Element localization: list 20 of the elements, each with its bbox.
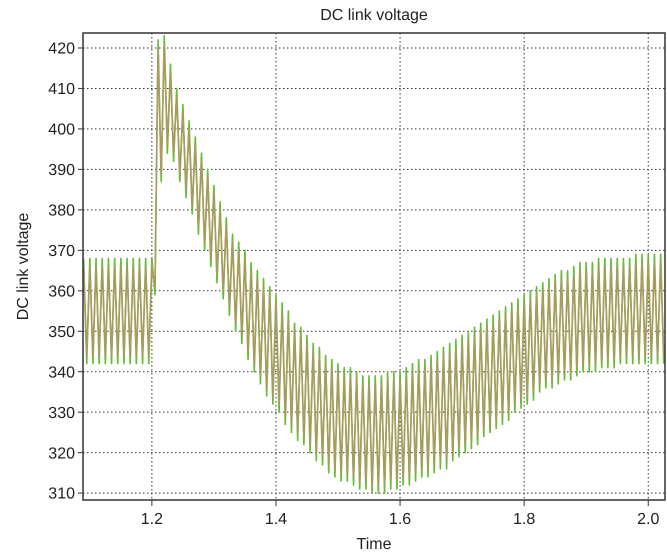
x-tick-label: 2.0 bbox=[637, 511, 660, 528]
y-tick-label: 310 bbox=[48, 486, 76, 503]
chart-title: DC link voltage bbox=[320, 7, 428, 24]
y-tick-label: 400 bbox=[48, 122, 76, 139]
y-tick-label: 320 bbox=[48, 445, 76, 462]
y-tick-label: 380 bbox=[48, 202, 76, 220]
y-tick-label: 350 bbox=[48, 324, 76, 341]
x-tick-label: 1.8 bbox=[513, 511, 536, 528]
y-tick-label: 390 bbox=[48, 162, 76, 179]
y-tick-label: 340 bbox=[48, 364, 76, 382]
y-tick-label: 330 bbox=[48, 404, 76, 422]
x-tick-label: 1.2 bbox=[140, 511, 164, 528]
y-axis-title: DC link voltage bbox=[15, 212, 32, 320]
y-tick-label: 360 bbox=[48, 283, 76, 300]
x-tick-label: 1.6 bbox=[388, 511, 412, 528]
y-tick-label: 410 bbox=[48, 81, 76, 98]
x-tick-label: 1.4 bbox=[264, 511, 288, 528]
y-tick-label: 370 bbox=[48, 242, 76, 260]
x-axis-title: Time bbox=[356, 536, 392, 553]
y-tick-label: 420 bbox=[48, 40, 76, 58]
